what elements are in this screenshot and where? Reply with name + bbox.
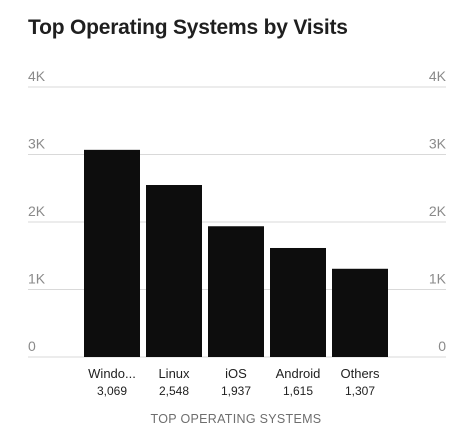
- y-tick-label-left: 0: [28, 338, 36, 354]
- bar-value-label: 3,069: [97, 384, 127, 398]
- chart-title: Top Operating Systems by Visits: [28, 16, 348, 39]
- x-category-label: Android: [276, 366, 321, 381]
- x-category-label: iOS: [225, 366, 247, 381]
- x-category-label: Windo...: [88, 366, 136, 381]
- x-category-label: Linux: [158, 366, 190, 381]
- bar-value-label: 1,937: [221, 384, 251, 398]
- y-tick-label-right: 4K: [429, 68, 447, 84]
- y-tick-label-right: 2K: [429, 203, 447, 219]
- x-axis-title: TOP OPERATING SYSTEMS: [151, 412, 322, 426]
- bar-value-label: 1,615: [283, 384, 313, 398]
- bar: [146, 185, 202, 357]
- y-tick-label-right: 3K: [429, 136, 447, 152]
- y-tick-label-right: 1K: [429, 271, 447, 287]
- bar: [208, 226, 264, 357]
- y-tick-label-left: 2K: [28, 203, 46, 219]
- x-category-label: Others: [340, 366, 380, 381]
- y-tick-label-left: 1K: [28, 271, 46, 287]
- bar: [332, 268, 388, 357]
- bar-value-label: 1,307: [345, 384, 375, 398]
- bar: [84, 149, 140, 357]
- y-tick-label-right: 0: [438, 338, 446, 354]
- bar: [270, 247, 326, 357]
- y-tick-label-left: 4K: [28, 68, 46, 84]
- bar-value-label: 2,548: [159, 384, 189, 398]
- y-tick-label-left: 3K: [28, 136, 46, 152]
